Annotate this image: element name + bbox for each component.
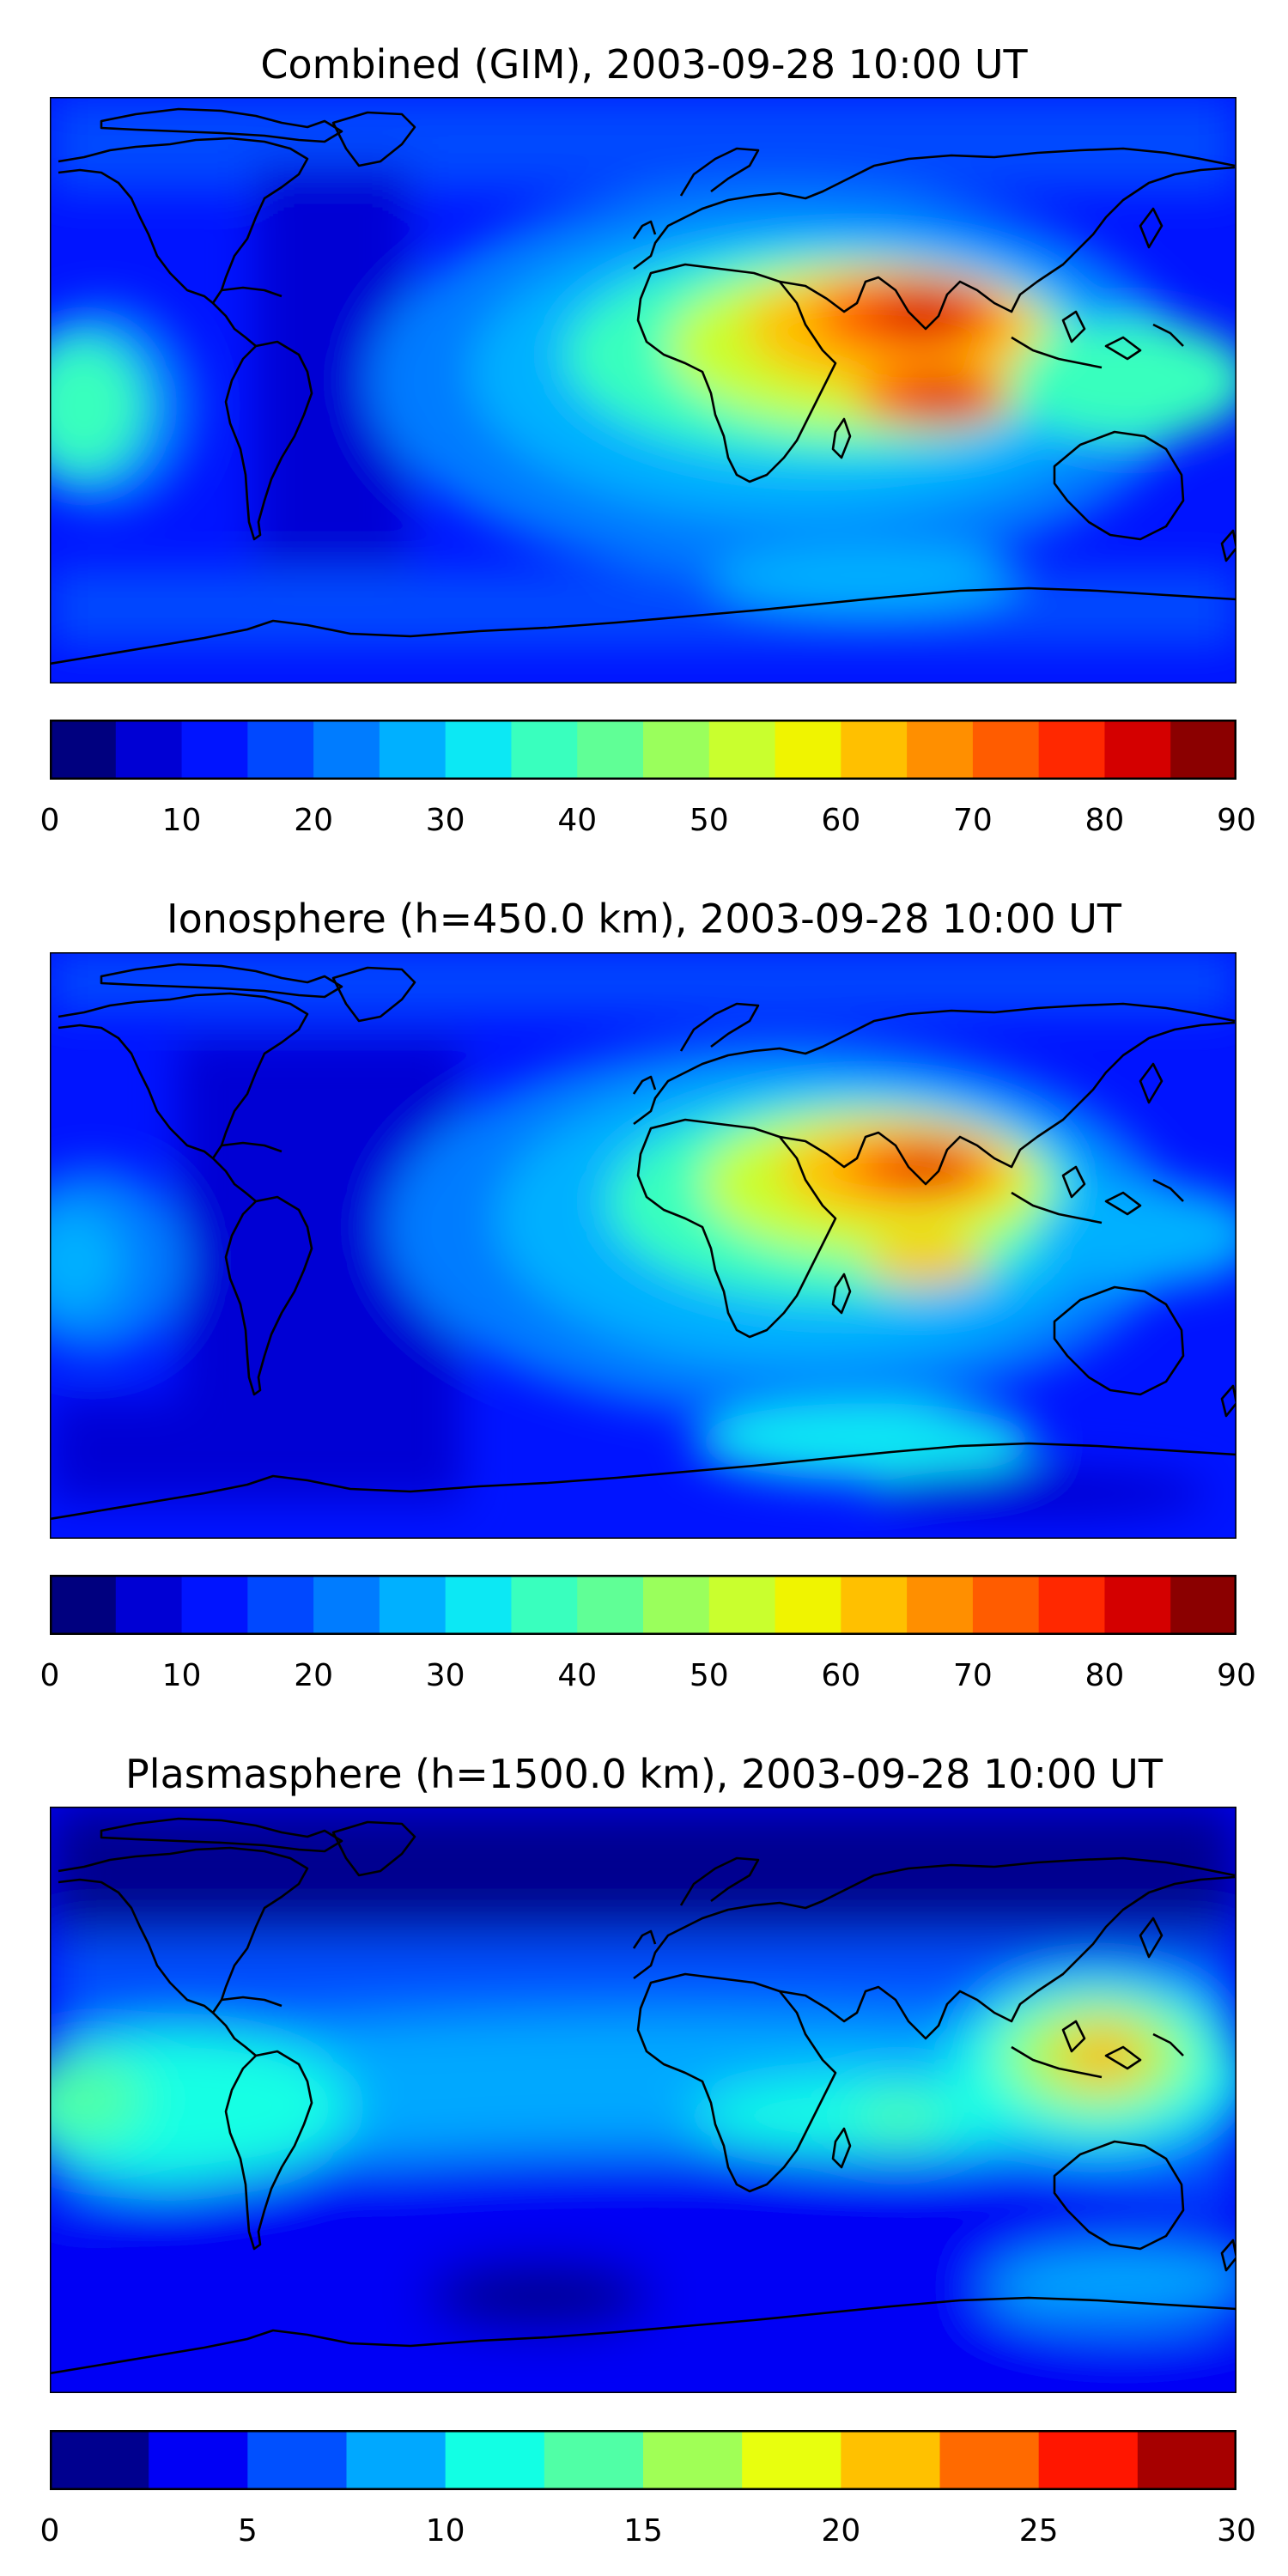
combined-colorbar xyxy=(50,720,1236,780)
colorbar-segment xyxy=(313,720,380,780)
ionosphere-map xyxy=(50,952,1236,1539)
colorbar-tick-label: 60 xyxy=(821,1658,861,1693)
colorbar-segment xyxy=(247,2430,347,2490)
plasmasphere-colorbar xyxy=(50,2430,1236,2490)
colorbar-segment xyxy=(841,720,908,780)
colorbar-tick-label: 10 xyxy=(425,2513,465,2549)
colorbar-segment xyxy=(181,1575,248,1635)
panel-3-title: Plasmasphere (h=1500.0 km), 2003-09-28 1… xyxy=(125,1751,1163,1797)
colorbar-segment xyxy=(907,720,974,780)
colorbar-frame xyxy=(50,1575,1236,1635)
colorbar-tick-label: 20 xyxy=(294,1658,334,1693)
colorbar-tick-label: 80 xyxy=(1084,803,1125,838)
ionosphere-colorbar-ticks: 0 10 20 30 40 50 60 70 80 90 xyxy=(40,1658,1256,1693)
colorbar-segment xyxy=(544,2430,644,2490)
colorbar-segment xyxy=(841,1575,908,1635)
colorbar-segment xyxy=(708,720,776,780)
plasmasphere-map xyxy=(50,1807,1236,2393)
colorbar-segment xyxy=(577,720,644,780)
colorbar-segment xyxy=(643,2430,743,2490)
colorbar-segment xyxy=(379,720,447,780)
colorbar-segment xyxy=(907,1575,974,1635)
colorbar-tick-label: 40 xyxy=(557,803,598,838)
colorbar-segment xyxy=(708,1575,776,1635)
colorbar-segment xyxy=(1104,720,1171,780)
colorbar-segment xyxy=(511,1575,578,1635)
colorbar-segment xyxy=(50,2430,149,2490)
colorbar-tick-label: 50 xyxy=(689,1658,729,1693)
colorbar-tick-label: 50 xyxy=(689,803,729,838)
colorbar-segment xyxy=(742,2430,841,2490)
colorbar-segment xyxy=(445,2430,545,2490)
colorbar-tick-label: 30 xyxy=(1217,2513,1256,2549)
colorbar-segment xyxy=(247,720,314,780)
colorbar-segment xyxy=(972,720,1040,780)
colorbar-tick-label: 20 xyxy=(294,803,334,838)
colorbar-segment xyxy=(1137,2430,1236,2490)
colorbar-segment xyxy=(1038,720,1105,780)
colorbar-tick-label: 40 xyxy=(557,1658,598,1693)
colorbar-segment xyxy=(841,2430,940,2490)
colorbar-tick-label: 20 xyxy=(821,2513,861,2549)
panel-2-title: Ionosphere (h=450.0 km), 2003-09-28 10:0… xyxy=(167,896,1121,942)
colorbar-segment xyxy=(115,1575,183,1635)
colorbar-tick-label: 10 xyxy=(161,803,202,838)
colorbar-segment xyxy=(1038,2430,1139,2490)
colorbar-segment xyxy=(775,1575,841,1635)
colorbar-segment xyxy=(115,720,183,780)
colorbar-segment xyxy=(247,1575,314,1635)
colorbar-segment xyxy=(181,720,248,780)
colorbar-segment xyxy=(972,1575,1040,1635)
colorbar-tick-label: 10 xyxy=(161,1658,202,1693)
colorbar-segment xyxy=(511,720,578,780)
colorbar-tick-label: 25 xyxy=(1018,2513,1059,2549)
colorbar-tick-label: 70 xyxy=(952,1658,993,1693)
colorbar-segment xyxy=(50,720,117,780)
colorbar-segment xyxy=(1038,1575,1105,1635)
colorbar-segment xyxy=(379,1575,447,1635)
colorbar-segment xyxy=(1170,1575,1236,1635)
colorbar-tick-label: 30 xyxy=(425,803,465,838)
colorbar-segment xyxy=(1104,1575,1171,1635)
colorbar-segment xyxy=(149,2430,248,2490)
colorbar-tick-label: 90 xyxy=(1217,803,1256,838)
colorbar-segment xyxy=(1170,720,1236,780)
colorbar-segment xyxy=(939,2430,1040,2490)
colorbar-tick-label: 70 xyxy=(952,803,993,838)
colorbar-segment xyxy=(445,1575,512,1635)
colorbar-tick-label: 15 xyxy=(623,2513,663,2549)
colorbar-tick-label: 90 xyxy=(1217,1658,1256,1693)
colorbar-segment xyxy=(775,720,841,780)
colorbar-frame xyxy=(50,720,1236,780)
colorbar-segment xyxy=(313,1575,380,1635)
ionosphere-colorbar xyxy=(50,1575,1236,1635)
colorbar-segment xyxy=(50,1575,117,1635)
combined-colorbar-ticks: 0 10 20 30 40 50 60 70 80 90 xyxy=(40,803,1256,838)
colorbar-segment xyxy=(577,1575,644,1635)
colorbar-tick-label: 0 xyxy=(39,1658,60,1693)
plasmasphere-colorbar-ticks: 0 5 10 15 20 25 30 xyxy=(40,2513,1256,2549)
colorbar-segment xyxy=(346,2430,447,2490)
combined-map xyxy=(50,97,1236,683)
colorbar-tick-label: 0 xyxy=(39,2513,60,2549)
colorbar-segment xyxy=(643,1575,710,1635)
colorbar-tick-label: 60 xyxy=(821,803,861,838)
colorbar-segment xyxy=(445,720,512,780)
colorbar-tick-label: 30 xyxy=(425,1658,465,1693)
colorbar-tick-label: 80 xyxy=(1084,1658,1125,1693)
colorbar-tick-label: 5 xyxy=(237,2513,258,2549)
colorbar-segment xyxy=(643,720,710,780)
colorbar-tick-label: 0 xyxy=(39,803,60,838)
panel-1-title: Combined (GIM), 2003-09-28 10:00 UT xyxy=(260,41,1028,88)
